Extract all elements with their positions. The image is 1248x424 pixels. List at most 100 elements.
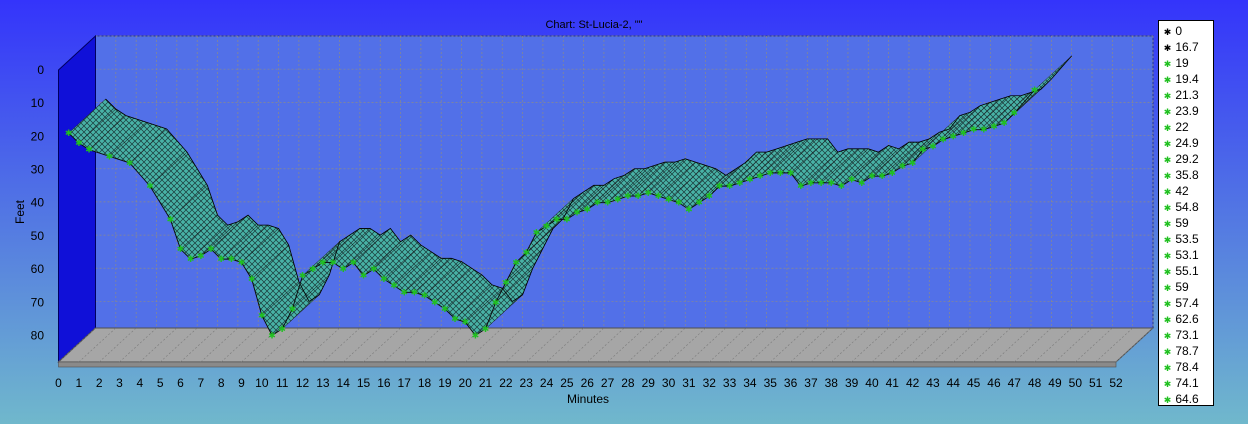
floor-grid-line	[261, 327, 300, 363]
floor-grid-line	[627, 327, 666, 363]
legend-marker-icon: ✱	[1163, 219, 1172, 229]
legend-item: ✱ 53.5	[1163, 231, 1199, 247]
data-point-marker: ✱	[360, 272, 368, 282]
floor-grid-line	[424, 327, 462, 363]
legend-marker-icon: ✱	[1163, 203, 1172, 213]
legend-item: ✱ 19.4	[1163, 71, 1199, 87]
x-tick-label: 34	[743, 376, 757, 390]
floor-grid-line	[159, 327, 198, 363]
data-point-marker: ✱	[919, 146, 927, 156]
x-tick-label: 3	[116, 376, 123, 390]
legend-item: ✱ 16.7	[1163, 39, 1199, 55]
data-point-marker: ✱	[492, 298, 500, 308]
data-point-marker: ✱	[990, 122, 998, 132]
legend-label: 19	[1172, 56, 1189, 70]
data-point-marker: ✱	[289, 305, 297, 315]
floor-grid-line	[607, 327, 645, 363]
x-tick-label: 4	[137, 376, 144, 390]
floor-grid-line	[1014, 327, 1052, 363]
legend-item: ✱ 21.3	[1163, 87, 1199, 103]
x-tick-label: 40	[865, 376, 879, 390]
floor-grid-line	[790, 327, 828, 363]
floor-grid-line	[281, 327, 320, 363]
x-tick-label: 10	[255, 376, 269, 390]
floor-grid-line	[1034, 327, 1072, 363]
legend-marker-icon: ✱	[1163, 283, 1172, 293]
legend-item: ✱ 24.9	[1163, 135, 1199, 151]
data-point-marker: ✱	[370, 265, 378, 275]
data-point-marker: ✱	[950, 132, 958, 142]
legend-item: ✱ 78.7	[1163, 343, 1199, 359]
floor-edge	[58, 361, 1117, 368]
x-tick-label: 12	[296, 376, 310, 390]
data-point-marker: ✱	[258, 312, 266, 322]
data-point-marker: ✱	[807, 179, 815, 189]
data-point-marker: ✱	[197, 252, 205, 262]
x-tick-label: 48	[1028, 376, 1042, 390]
floor-grid-line	[851, 327, 889, 363]
x-tick-label: 19	[438, 376, 452, 390]
floor-grid-line	[932, 327, 971, 363]
data-point-marker: ✱	[878, 172, 886, 182]
y-axis-label: Feet	[13, 199, 27, 224]
floor-grid-line	[383, 327, 422, 363]
legend-item: ✱ 64.6	[1163, 391, 1199, 407]
ribbon-back-line	[105, 55, 1072, 303]
legend-label: 0	[1172, 24, 1183, 38]
data-point-marker: ✱	[177, 245, 185, 255]
data-point-marker: ✱	[350, 258, 358, 268]
floor-grid-line	[1095, 327, 1133, 363]
y-tick-label: 80	[31, 328, 45, 342]
legend-item: ✱ 22	[1163, 119, 1189, 135]
legend-label: 53.1	[1172, 248, 1199, 262]
data-point-marker: ✱	[573, 209, 581, 219]
legend-item: ✱ 73.1	[1163, 327, 1199, 343]
floor-grid-line	[566, 327, 605, 363]
legend-label: 64.6	[1172, 392, 1199, 406]
x-tick-label: 15	[357, 376, 371, 390]
data-point-marker: ✱	[899, 162, 907, 172]
floor-grid-line	[220, 327, 259, 363]
data-point-marker: ✱	[380, 275, 388, 285]
legend-item: ✱ 35.8	[1163, 167, 1199, 183]
floor	[57, 327, 1155, 368]
y-tick-label: 30	[31, 163, 45, 177]
data-point-marker: ✱	[217, 255, 225, 265]
data-point-marker: ✱	[787, 169, 795, 179]
y-axis-ticks: 0 10 20 30 40 50 60 70 80	[31, 63, 45, 342]
x-tick-label: 6	[177, 376, 184, 390]
data-point-marker: ✱	[390, 282, 398, 292]
legend-marker-icon: ✱	[1163, 75, 1172, 85]
x-tick-label: 33	[723, 376, 737, 390]
data-point-marker: ✱	[319, 258, 327, 268]
data-markers: ✱✱✱✱✱✱✱✱✱ ✱✱✱ ✱ ✱✱✱✱✱✱✱✱✱ ✱✱✱✱✱✱✱✱ ✱ ✱✱✱✱ ✱✱✱✱✱…	[65, 86, 1039, 342]
x-tick-label: 37	[804, 376, 818, 390]
floor-grid-line	[1075, 327, 1113, 363]
data-point-marker: ✱	[522, 249, 530, 259]
legend-label: 78.4	[1172, 360, 1199, 374]
data-point-marker: ✱	[777, 169, 785, 179]
data-point-marker: ✱	[583, 205, 591, 215]
data-point-marker: ✱	[75, 139, 83, 149]
data-point-marker: ✱	[644, 189, 652, 199]
x-tick-label: 52	[1109, 376, 1123, 390]
x-tick-label: 46	[987, 376, 1001, 390]
y-tick-label: 10	[31, 96, 45, 110]
legend-marker-icon: ✱	[1163, 43, 1172, 53]
x-tick-label: 51	[1089, 376, 1103, 390]
floor-grid-line	[709, 327, 747, 363]
data-point-marker: ✱	[451, 315, 459, 325]
x-tick-label: 7	[198, 376, 205, 390]
legend-label: 73.1	[1172, 328, 1199, 342]
data-point-marker: ✱	[970, 126, 978, 136]
x-tick-label: 30	[662, 376, 676, 390]
floor-grid-line	[526, 327, 564, 363]
x-tick-label: 11	[276, 376, 289, 390]
data-point-marker: ✱	[278, 325, 286, 335]
x-tick-label: 27	[601, 376, 615, 390]
x-axis-ticks: 0 1 2 3 4 5 6 7 8 9 10 11 12 13 14 15 16 17 18 19 20 21 22 23 24…	[55, 376, 1123, 390]
legend-label: 42	[1172, 184, 1189, 198]
legend-marker-icon: ✱	[1163, 299, 1172, 309]
data-point-marker: ✱	[817, 179, 825, 189]
